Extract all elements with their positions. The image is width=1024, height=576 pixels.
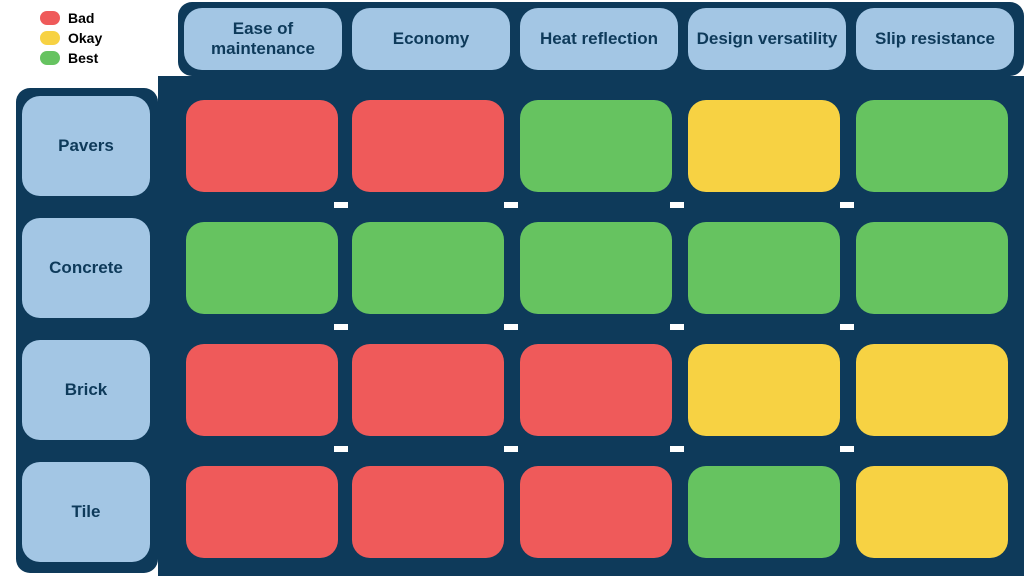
legend-label: Bad (68, 10, 94, 26)
rating-cell-best (352, 222, 504, 314)
divider-dash (504, 202, 518, 208)
legend-item-bad: Bad (40, 10, 102, 26)
rating-cell-bad (186, 100, 338, 192)
divider-dash (504, 446, 518, 452)
rating-cell-best (688, 222, 840, 314)
rating-cell-best (520, 222, 672, 314)
legend: Bad Okay Best (40, 10, 102, 66)
rating-cell-bad (352, 466, 504, 558)
divider-dash (670, 324, 684, 330)
column-header: Slip resistance (856, 8, 1014, 70)
rating-cell-best (186, 222, 338, 314)
divider-dash (840, 202, 854, 208)
comparison-matrix: { "colors": { "dark_navy": "#0e3a5a", "h… (0, 0, 1024, 576)
rating-cell-bad (352, 344, 504, 436)
rating-cell-bad (520, 466, 672, 558)
rating-cell-bad (520, 344, 672, 436)
rating-cell-okay (688, 100, 840, 192)
swatch-best (40, 51, 60, 65)
rating-cell-okay (856, 466, 1008, 558)
legend-item-best: Best (40, 50, 102, 66)
rating-cell-best (520, 100, 672, 192)
swatch-okay (40, 31, 60, 45)
divider-dash (334, 324, 348, 330)
rating-cell-bad (186, 466, 338, 558)
divider-dash (334, 446, 348, 452)
row-header: Concrete (22, 218, 150, 318)
rating-cell-okay (688, 344, 840, 436)
rating-cell-bad (352, 100, 504, 192)
column-header: Heat reflection (520, 8, 678, 70)
legend-label: Best (68, 50, 98, 66)
rating-cell-best (688, 466, 840, 558)
rating-cell-okay (856, 344, 1008, 436)
legend-label: Okay (68, 30, 102, 46)
row-header: Pavers (22, 96, 150, 196)
divider-dash (840, 446, 854, 452)
rating-cell-best (856, 100, 1008, 192)
column-header: Design versatility (688, 8, 846, 70)
column-header: Ease of maintenance (184, 8, 342, 70)
rating-cell-bad (186, 344, 338, 436)
column-header: Economy (352, 8, 510, 70)
rating-cell-best (856, 222, 1008, 314)
divider-dash (670, 202, 684, 208)
swatch-bad (40, 11, 60, 25)
divider-dash (840, 324, 854, 330)
divider-dash (334, 202, 348, 208)
row-header: Brick (22, 340, 150, 440)
divider-dash (670, 446, 684, 452)
row-header: Tile (22, 462, 150, 562)
divider-dash (504, 324, 518, 330)
legend-item-okay: Okay (40, 30, 102, 46)
